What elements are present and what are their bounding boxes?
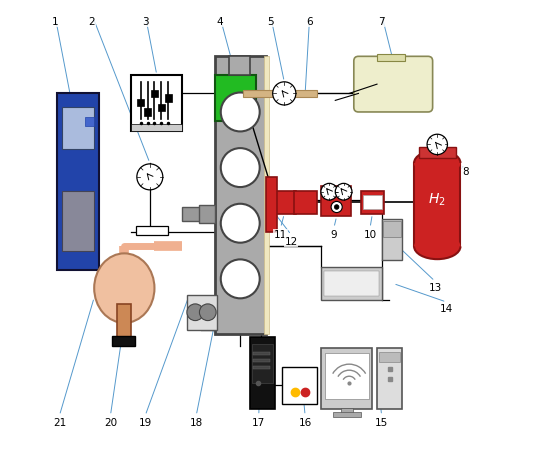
Circle shape <box>221 93 260 132</box>
Circle shape <box>187 304 204 320</box>
Circle shape <box>221 259 260 299</box>
Text: $H_2$: $H_2$ <box>428 192 446 208</box>
Bar <box>136 226 168 235</box>
Bar <box>214 56 266 334</box>
Text: 9: 9 <box>331 230 337 240</box>
Bar <box>214 75 256 121</box>
Text: 14: 14 <box>440 304 453 314</box>
Bar <box>273 191 296 214</box>
Text: 15: 15 <box>375 418 388 428</box>
Bar <box>182 207 201 221</box>
Bar <box>117 305 131 337</box>
Text: 18: 18 <box>190 418 203 428</box>
Text: 6: 6 <box>306 17 313 27</box>
Ellipse shape <box>414 233 460 259</box>
Ellipse shape <box>94 253 155 323</box>
Bar <box>264 56 268 334</box>
Text: 4: 4 <box>216 17 223 27</box>
Bar <box>253 352 271 355</box>
Text: 2: 2 <box>89 17 95 27</box>
Bar <box>382 219 403 260</box>
Text: 13: 13 <box>428 283 442 293</box>
Bar <box>321 348 372 409</box>
Bar <box>229 56 250 75</box>
Circle shape <box>221 204 260 243</box>
Ellipse shape <box>414 150 460 176</box>
Bar <box>199 205 214 223</box>
Text: 19: 19 <box>139 418 152 428</box>
Text: 3: 3 <box>142 17 148 27</box>
Text: 16: 16 <box>299 418 312 428</box>
Circle shape <box>221 148 260 187</box>
Bar <box>324 271 380 297</box>
Bar <box>62 191 94 251</box>
Bar <box>266 177 277 232</box>
Circle shape <box>321 183 338 200</box>
Bar <box>325 353 369 399</box>
Text: 1: 1 <box>52 17 58 27</box>
Bar <box>377 348 403 409</box>
Bar <box>187 295 217 330</box>
Bar <box>282 367 317 404</box>
Text: 11: 11 <box>274 230 287 240</box>
Bar <box>361 191 384 214</box>
Bar <box>165 94 172 102</box>
Bar <box>131 75 182 131</box>
Bar <box>379 352 400 362</box>
Bar <box>341 408 353 413</box>
Bar <box>419 147 456 158</box>
Bar <box>383 221 400 237</box>
Text: 8: 8 <box>462 167 469 177</box>
Text: 17: 17 <box>252 418 266 428</box>
Bar <box>158 104 164 111</box>
Bar <box>250 337 275 409</box>
Bar <box>321 267 382 300</box>
Text: 5: 5 <box>267 17 274 27</box>
Bar <box>131 124 182 131</box>
Circle shape <box>334 205 339 209</box>
Bar <box>144 108 151 116</box>
Bar <box>252 344 273 383</box>
Bar <box>333 412 361 417</box>
Text: 21: 21 <box>53 418 66 428</box>
Bar <box>243 90 317 97</box>
Bar <box>363 195 382 209</box>
Bar <box>62 107 94 149</box>
Bar <box>57 93 99 270</box>
Text: 20: 20 <box>104 418 117 428</box>
Bar <box>321 186 351 216</box>
Bar <box>112 336 135 346</box>
Bar <box>414 163 460 246</box>
Circle shape <box>137 164 163 190</box>
Text: 12: 12 <box>284 237 298 247</box>
Circle shape <box>427 134 448 155</box>
Text: 7: 7 <box>378 17 385 27</box>
Bar <box>377 54 405 61</box>
Text: 10: 10 <box>364 230 377 240</box>
Bar <box>253 359 271 362</box>
Circle shape <box>331 201 342 213</box>
Bar <box>151 90 158 97</box>
Bar <box>85 117 94 126</box>
Circle shape <box>336 183 352 200</box>
Circle shape <box>200 304 216 320</box>
Circle shape <box>273 82 296 105</box>
Bar <box>138 99 144 106</box>
FancyBboxPatch shape <box>354 56 433 112</box>
Bar <box>294 191 317 214</box>
Bar <box>253 365 271 369</box>
